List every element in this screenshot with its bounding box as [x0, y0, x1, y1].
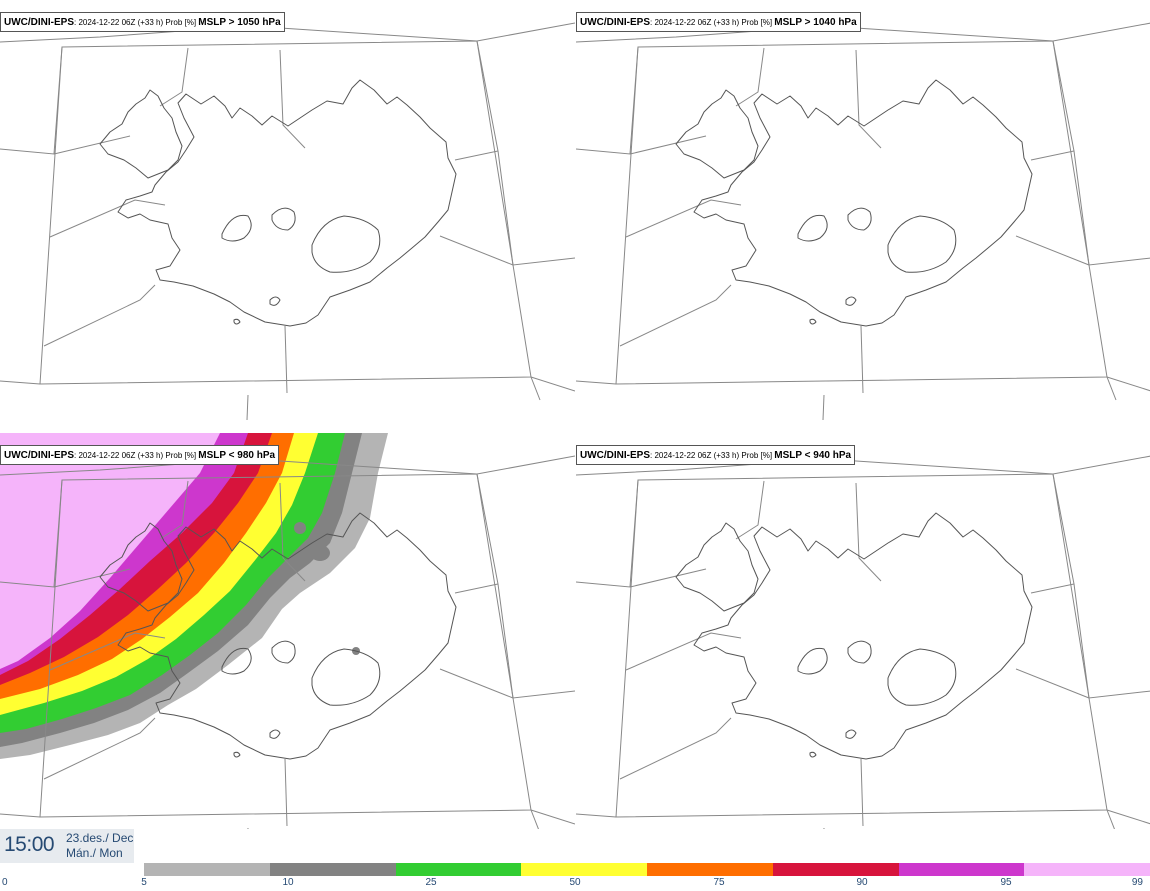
map-canvas — [576, 22, 1150, 421]
colorbar-tick-label: 99 — [1131, 877, 1143, 888]
map-panel-mslp-lt-980: UWC/DINI-EPS: 2024-12-22 06Z (+33 h) Pro… — [0, 433, 575, 829]
colorbar-segment — [269, 863, 396, 876]
valid-weekday: Mán./ Mon — [66, 846, 123, 860]
run-info: : 2024-12-22 06Z (+33 h) Prob [%] — [74, 451, 199, 460]
variable-label: MSLP > 1040 hPa — [774, 17, 857, 28]
model-name: UWC/DINI-EPS — [4, 450, 74, 461]
map-canvas — [576, 455, 1150, 829]
map-canvas — [0, 433, 575, 829]
colorbar-tick-label: 5 — [141, 877, 147, 888]
variable-label: MSLP > 1050 hPa — [198, 17, 281, 28]
colorbar-tick-label: 95 — [1000, 877, 1012, 888]
colorbar-tick-label: 0 — [2, 877, 8, 888]
variable-label: MSLP < 980 hPa — [198, 450, 276, 461]
panel-title: UWC/DINI-EPS: 2024-12-22 06Z (+33 h) Pro… — [0, 445, 280, 465]
colorbar-tick-label: 50 — [569, 877, 581, 888]
valid-date: 23.des./ Dec — [66, 831, 134, 845]
model-name: UWC/DINI-EPS — [580, 17, 650, 28]
colorbar-segment — [395, 863, 522, 876]
panel-title: UWC/DINI-EPS: 2024-12-22 06Z (+33 h) Pro… — [576, 445, 856, 465]
map-panel-mslp-gt-1040: UWC/DINI-EPS: 2024-12-22 06Z (+33 h) Pro… — [576, 0, 1150, 430]
colorbar-segment — [144, 863, 270, 876]
panel-title: UWC/DINI-EPS: 2024-12-22 06Z (+33 h) Pro… — [576, 12, 861, 32]
run-info: : 2024-12-22 06Z (+33 h) Prob [%] — [74, 18, 199, 27]
model-name: UWC/DINI-EPS — [4, 17, 74, 28]
model-name: UWC/DINI-EPS — [580, 450, 650, 461]
colorbar-tick-label: 75 — [713, 877, 725, 888]
valid-time: 15:00 — [4, 833, 55, 856]
valid-time-box: 15:00 23.des./ Dec Mán./ Mon — [0, 829, 134, 863]
map-panel-mslp-gt-1050: UWC/DINI-EPS: 2024-12-22 06Z (+33 h) Pro… — [0, 0, 575, 430]
colorbar-segment — [772, 863, 899, 876]
map-panel-mslp-lt-940: UWC/DINI-EPS: 2024-12-22 06Z (+33 h) Pro… — [576, 433, 1150, 829]
probability-colorbar — [144, 863, 1150, 876]
colorbar-tick-label: 25 — [425, 877, 437, 888]
run-info: : 2024-12-22 06Z (+33 h) Prob [%] — [650, 18, 775, 27]
colorbar-segment — [521, 863, 647, 876]
run-info: : 2024-12-22 06Z (+33 h) Prob [%] — [650, 451, 775, 460]
colorbar-segment — [1024, 863, 1150, 876]
colorbar-tick-label: 90 — [856, 877, 868, 888]
colorbar-segment — [898, 863, 1025, 876]
map-canvas — [0, 22, 575, 421]
colorbar-segment — [647, 863, 773, 876]
panel-title: UWC/DINI-EPS: 2024-12-22 06Z (+33 h) Pro… — [0, 12, 285, 32]
variable-label: MSLP < 940 hPa — [774, 450, 852, 461]
colorbar-tick-label: 10 — [282, 877, 294, 888]
